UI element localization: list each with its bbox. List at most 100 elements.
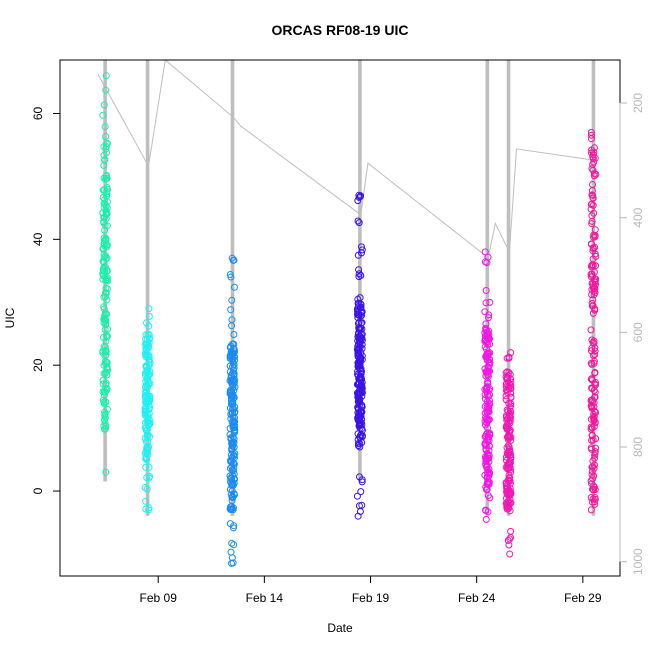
- data-point: [590, 464, 598, 472]
- data-point: [482, 287, 490, 294]
- data-point: [102, 321, 109, 329]
- data-point: [101, 221, 109, 229]
- y-tick-label: 20: [31, 358, 45, 372]
- data-point: [483, 419, 491, 427]
- data-point: [145, 463, 153, 471]
- data-point: [591, 369, 599, 377]
- data-point: [100, 293, 108, 301]
- data-point: [231, 414, 238, 422]
- data-point: [484, 415, 492, 423]
- y-tick-label: 0: [31, 487, 45, 494]
- data-point: [141, 371, 149, 379]
- data-point: [229, 340, 236, 348]
- data-point: [484, 367, 491, 375]
- data-point: [141, 340, 149, 348]
- data-point: [354, 409, 362, 417]
- data-point: [356, 419, 364, 427]
- pressure-transit-line: [97, 59, 595, 259]
- series-RF09: [141, 305, 154, 514]
- y2-tick-label: 400: [631, 207, 645, 227]
- data-point: [102, 172, 110, 180]
- data-point: [506, 490, 514, 498]
- data-point: [504, 537, 512, 544]
- data-point: [228, 316, 236, 324]
- data-point: [229, 256, 237, 264]
- data-point: [587, 326, 595, 334]
- data-point: [587, 240, 595, 248]
- data-point: [228, 481, 236, 489]
- data-point: [507, 378, 515, 386]
- data-point: [506, 466, 514, 474]
- data-point: [503, 389, 511, 396]
- data-point: [142, 505, 150, 513]
- data-point: [102, 351, 110, 359]
- data-point: [101, 414, 109, 422]
- data-point: [354, 440, 362, 447]
- x-tick-label: Feb 19: [352, 591, 390, 605]
- x-tick-label: Feb 14: [246, 591, 284, 605]
- data-point: [483, 403, 491, 411]
- data-point: [504, 433, 511, 441]
- data-point: [355, 398, 363, 406]
- data-point: [102, 236, 110, 244]
- data-point: [587, 444, 595, 452]
- data-point: [355, 273, 363, 281]
- data-point: [589, 166, 597, 174]
- data-point: [357, 431, 365, 439]
- data-point: [504, 442, 512, 449]
- data-point: [507, 389, 515, 397]
- series-RF08: [99, 72, 112, 476]
- data-point: [144, 391, 152, 399]
- data-point: [590, 410, 598, 418]
- data-point: [588, 131, 595, 139]
- data-point: [590, 209, 598, 217]
- data-point: [145, 322, 153, 330]
- data-point: [103, 243, 111, 251]
- data-point: [101, 310, 109, 318]
- data-point: [481, 248, 489, 256]
- data-point: [230, 435, 238, 443]
- data-point: [231, 454, 238, 462]
- data-point: [591, 347, 599, 355]
- data-point: [228, 503, 236, 511]
- data-point: [354, 217, 362, 225]
- x-axis-label: Date: [327, 621, 353, 635]
- data-point: [590, 417, 598, 425]
- data-point: [589, 309, 597, 317]
- data-point: [142, 463, 150, 471]
- data-point: [230, 331, 238, 338]
- data-point: [145, 305, 153, 313]
- data-point: [588, 146, 596, 154]
- data-point: [506, 417, 514, 425]
- data-point: [102, 254, 110, 262]
- data-point: [101, 360, 109, 368]
- data-point: [589, 181, 596, 188]
- data-point: [507, 407, 515, 415]
- scatter-points-layer: [99, 72, 600, 567]
- data-point: [101, 156, 109, 164]
- data-point: [101, 312, 108, 320]
- data-point: [103, 331, 111, 339]
- data-point: [229, 392, 237, 400]
- data-point: [103, 198, 111, 206]
- data-point: [354, 308, 362, 316]
- series-RF19: [587, 128, 600, 514]
- data-point: [358, 325, 366, 333]
- data-point: [588, 336, 596, 344]
- data-point: [481, 471, 489, 479]
- data-point: [591, 306, 599, 314]
- data-point: [99, 245, 107, 253]
- data-point: [356, 335, 364, 343]
- data-point: [507, 527, 515, 535]
- data-point: [481, 335, 489, 343]
- data-point: [485, 311, 493, 319]
- data-point: [227, 342, 235, 350]
- data-point: [589, 475, 597, 483]
- data-point: [100, 400, 108, 408]
- data-point: [481, 395, 489, 403]
- data-point: [143, 446, 151, 454]
- data-point: [230, 522, 238, 530]
- data-point: [230, 467, 237, 475]
- data-point: [146, 416, 154, 424]
- data-point: [503, 449, 511, 457]
